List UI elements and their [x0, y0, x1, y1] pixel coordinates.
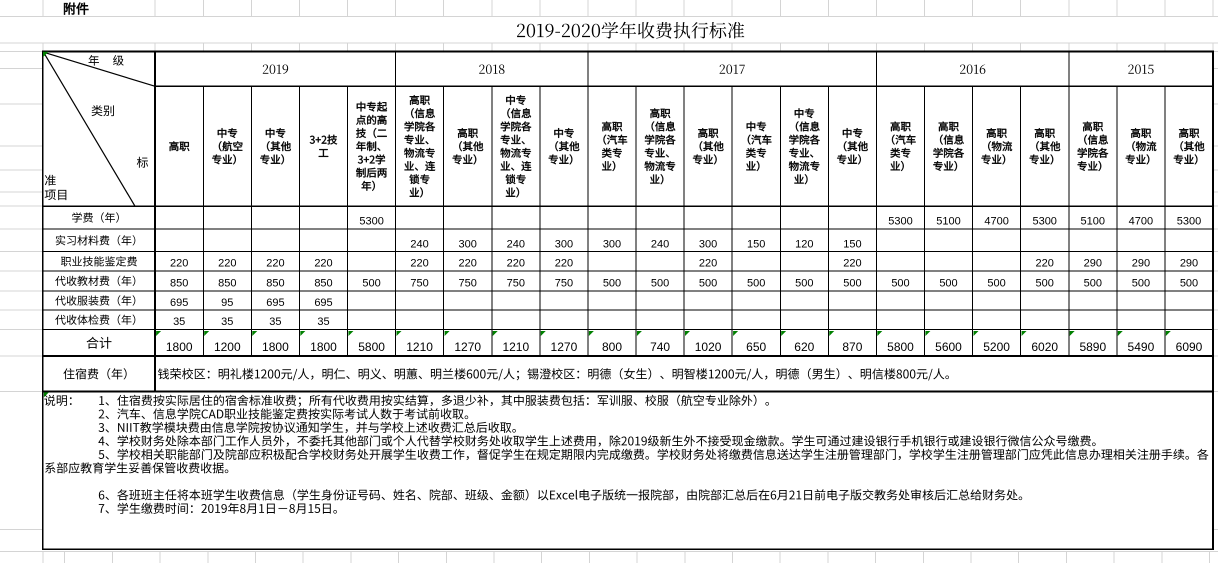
svg-text:220: 220: [459, 258, 477, 270]
svg-text:650: 650: [746, 340, 766, 354]
svg-text:1270: 1270: [551, 340, 578, 354]
svg-text:1800: 1800: [166, 340, 193, 354]
svg-text:290: 290: [1084, 258, 1102, 270]
svg-text:300: 300: [603, 238, 621, 250]
svg-text:4700: 4700: [1129, 216, 1153, 228]
svg-text:5300: 5300: [1177, 216, 1201, 228]
svg-text:1200: 1200: [214, 340, 241, 354]
svg-text:220: 220: [507, 258, 525, 270]
svg-text:1210: 1210: [502, 340, 529, 354]
svg-text:5800: 5800: [358, 340, 385, 354]
svg-text:240: 240: [410, 238, 428, 250]
svg-text:300: 300: [699, 238, 717, 250]
svg-text:1800: 1800: [310, 340, 337, 354]
svg-text:850: 850: [314, 278, 332, 290]
svg-text:500: 500: [1132, 278, 1150, 290]
svg-text:220: 220: [699, 258, 717, 270]
svg-text:35: 35: [221, 316, 233, 328]
svg-text:290: 290: [1132, 258, 1150, 270]
svg-text:35: 35: [173, 316, 185, 328]
svg-text:120: 120: [795, 238, 813, 250]
svg-text:695: 695: [170, 297, 188, 309]
svg-text:5800: 5800: [887, 340, 914, 354]
svg-text:5100: 5100: [936, 216, 960, 228]
svg-text:220: 220: [218, 258, 236, 270]
svg-text:220: 220: [555, 258, 573, 270]
svg-text:1210: 1210: [406, 340, 433, 354]
svg-text:5300: 5300: [888, 216, 912, 228]
svg-text:5490: 5490: [1128, 340, 1155, 354]
svg-text:150: 150: [747, 238, 765, 250]
svg-text:750: 750: [459, 278, 477, 290]
svg-text:750: 750: [555, 278, 573, 290]
svg-text:5600: 5600: [935, 340, 962, 354]
svg-text:35: 35: [269, 316, 281, 328]
svg-text:500: 500: [939, 278, 957, 290]
svg-text:850: 850: [218, 278, 236, 290]
svg-text:500: 500: [362, 278, 380, 290]
svg-text:1020: 1020: [695, 340, 722, 354]
svg-text:500: 500: [747, 278, 765, 290]
svg-text:5100: 5100: [1081, 216, 1105, 228]
svg-text:800: 800: [602, 340, 622, 354]
svg-text:6090: 6090: [1176, 340, 1203, 354]
svg-text:5300: 5300: [359, 216, 383, 228]
svg-text:740: 740: [650, 340, 670, 354]
svg-text:500: 500: [699, 278, 717, 290]
svg-text:500: 500: [843, 278, 861, 290]
svg-text:695: 695: [266, 297, 284, 309]
svg-text:500: 500: [987, 278, 1005, 290]
svg-text:500: 500: [1084, 278, 1102, 290]
svg-text:300: 300: [459, 238, 477, 250]
svg-text:500: 500: [891, 278, 909, 290]
svg-text:500: 500: [603, 278, 621, 290]
svg-text:620: 620: [794, 340, 814, 354]
svg-text:695: 695: [314, 297, 332, 309]
svg-text:150: 150: [843, 238, 861, 250]
svg-text:240: 240: [651, 238, 669, 250]
svg-text:750: 750: [507, 278, 525, 290]
svg-text:750: 750: [410, 278, 428, 290]
svg-text:1270: 1270: [454, 340, 481, 354]
svg-text:1800: 1800: [262, 340, 289, 354]
svg-text:850: 850: [266, 278, 284, 290]
svg-text:500: 500: [651, 278, 669, 290]
svg-text:220: 220: [1036, 258, 1054, 270]
svg-text:500: 500: [1180, 278, 1198, 290]
svg-text:240: 240: [507, 238, 525, 250]
svg-text:220: 220: [170, 258, 188, 270]
svg-text:35: 35: [317, 316, 329, 328]
svg-text:500: 500: [1036, 278, 1054, 290]
svg-text:5200: 5200: [983, 340, 1010, 354]
svg-text:220: 220: [314, 258, 332, 270]
svg-text:95: 95: [221, 297, 233, 309]
svg-text:5300: 5300: [1032, 216, 1056, 228]
svg-text:290: 290: [1180, 258, 1198, 270]
svg-text:4700: 4700: [984, 216, 1008, 228]
svg-text:850: 850: [170, 278, 188, 290]
svg-text:500: 500: [795, 278, 813, 290]
svg-text:220: 220: [843, 258, 861, 270]
svg-text:6020: 6020: [1031, 340, 1058, 354]
svg-text:220: 220: [266, 258, 284, 270]
svg-text:220: 220: [410, 258, 428, 270]
svg-text:300: 300: [555, 238, 573, 250]
svg-text:870: 870: [842, 340, 862, 354]
svg-text:5890: 5890: [1079, 340, 1106, 354]
